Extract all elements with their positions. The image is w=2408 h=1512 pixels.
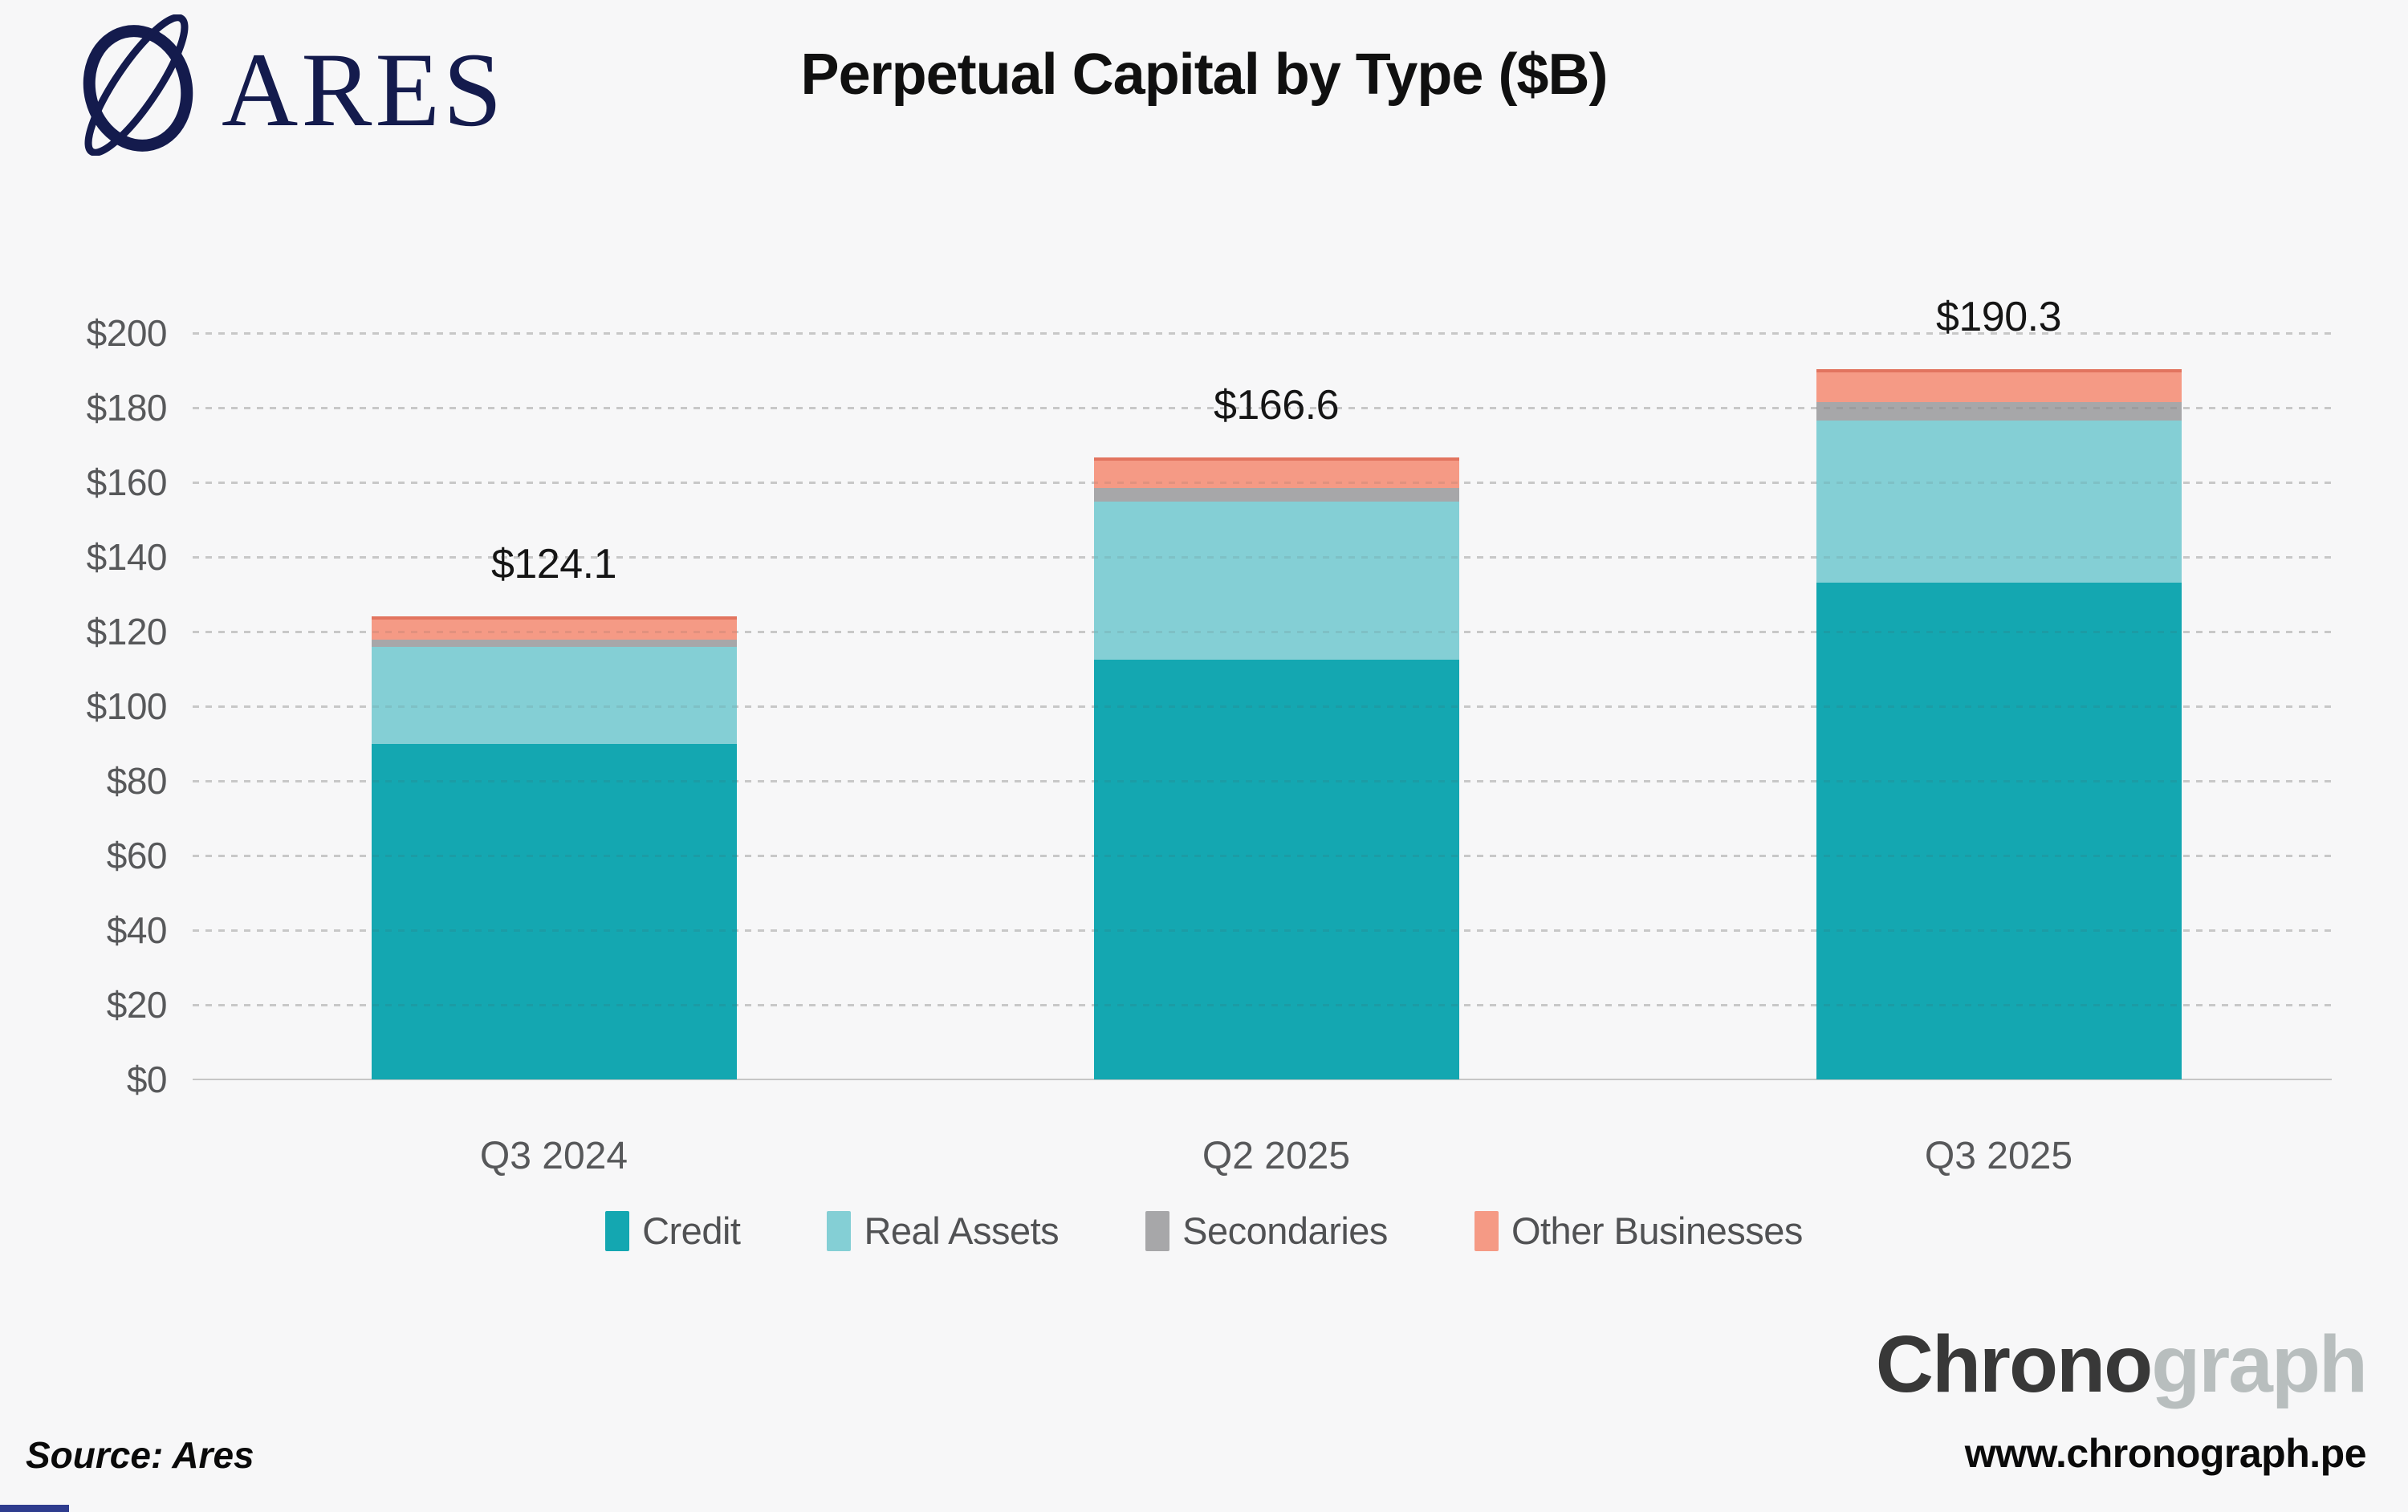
- ares-orbit-icon: ARES: [83, 14, 502, 156]
- y-tick-label: $180: [86, 387, 168, 429]
- chronograph-logo-secondary: graph: [2151, 1319, 2368, 1409]
- gridline-200: [193, 332, 2332, 335]
- gridline-overlay-100: [193, 705, 2332, 708]
- y-tick-label: $100: [86, 685, 168, 727]
- chronograph-logo-primary: Chrono: [1875, 1319, 2153, 1409]
- gridline-overlay-180: [193, 407, 2332, 409]
- y-tick-label: $20: [106, 984, 168, 1026]
- x-tick-label: Q2 2025: [1202, 1135, 1351, 1177]
- y-tick-label: $0: [126, 1059, 168, 1100]
- y-tick-label: $40: [106, 909, 168, 951]
- segment-other-businesses: [1093, 457, 1459, 488]
- y-tick-label: $200: [86, 312, 168, 354]
- segment-credit: [1816, 583, 2182, 1079]
- legend-swatch-secondaries: [1145, 1210, 1170, 1251]
- legend-item-real-assets: Real Assets: [827, 1209, 1060, 1253]
- gridline-overlay-200: [193, 332, 2332, 335]
- gridline-overlay-160: [193, 482, 2332, 484]
- legend-label: Credit: [642, 1209, 741, 1252]
- website-url: www.chronograph.pe: [1964, 1431, 2367, 1476]
- legend-label: Other Businesses: [1511, 1209, 1803, 1252]
- legend-item-credit: Credit: [605, 1209, 741, 1253]
- segment-secondaries: [1093, 487, 1459, 502]
- source-note: Source: Ares: [26, 1434, 254, 1476]
- segment-real-assets: [1816, 420, 2182, 583]
- bar-total-label: $166.6: [1213, 382, 1340, 429]
- y-tick-label: $80: [106, 760, 168, 802]
- bar-total-label: $124.1: [490, 540, 617, 587]
- legend-label: Real Assets: [864, 1209, 1060, 1252]
- gridline-overlay-120: [193, 631, 2332, 633]
- bar-q3-2024: [371, 616, 737, 1079]
- gridline-overlay-80: [193, 780, 2332, 782]
- legend: Credit Real Assets Secondaries Other Busine…: [0, 1209, 2408, 1253]
- segment-credit: [1093, 659, 1459, 1079]
- gridline-overlay-40: [193, 929, 2332, 932]
- chart-title: Perpetual Capital by Type ($B): [800, 43, 1609, 107]
- segment-credit: [371, 744, 737, 1079]
- y-tick-label: $160: [86, 461, 168, 503]
- y-tick-label: $140: [86, 536, 168, 578]
- x-tick-label: Q3 2025: [1924, 1135, 2073, 1177]
- baseline: [193, 1079, 2332, 1080]
- legend-item-other-businesses: Other Businesses: [1474, 1209, 1803, 1253]
- ares-logo: ARES: [51, 14, 502, 156]
- legend-swatch-real-assets: [827, 1210, 852, 1251]
- bar-total-label: $190.3: [1935, 294, 2062, 341]
- x-tick-label: Q3 2024: [479, 1135, 628, 1177]
- legend-item-secondaries: Secondaries: [1145, 1209, 1388, 1253]
- segment-real-assets: [371, 646, 737, 745]
- segment-real-assets: [1093, 502, 1459, 660]
- y-tick-label: $60: [106, 835, 168, 876]
- corner-accent-strip: [0, 1505, 69, 1512]
- gridline-overlay-20: [193, 1004, 2332, 1006]
- gridline-overlay-140: [193, 556, 2332, 559]
- segment-other-businesses: [1816, 369, 2182, 402]
- bar-q3-2025: [1816, 369, 2182, 1079]
- legend-swatch-other-businesses: [1474, 1210, 1499, 1251]
- bar-q2-2025: [1093, 457, 1459, 1079]
- chronograph-logo: Chronograph: [1876, 1323, 2368, 1407]
- gridline-overlay-60: [193, 855, 2332, 857]
- segment-other-businesses: [371, 616, 737, 640]
- legend-label: Secondaries: [1182, 1209, 1388, 1252]
- y-tick-label: $120: [86, 611, 168, 652]
- legend-swatch-credit: [605, 1210, 630, 1251]
- gridline-180: [193, 407, 2332, 409]
- segment-secondaries: [371, 639, 737, 647]
- segment-secondaries: [1816, 401, 2182, 421]
- ares-wordmark: ARES: [222, 30, 501, 148]
- plot-area: $124.1 $166.6 $190.3: [193, 294, 2332, 1080]
